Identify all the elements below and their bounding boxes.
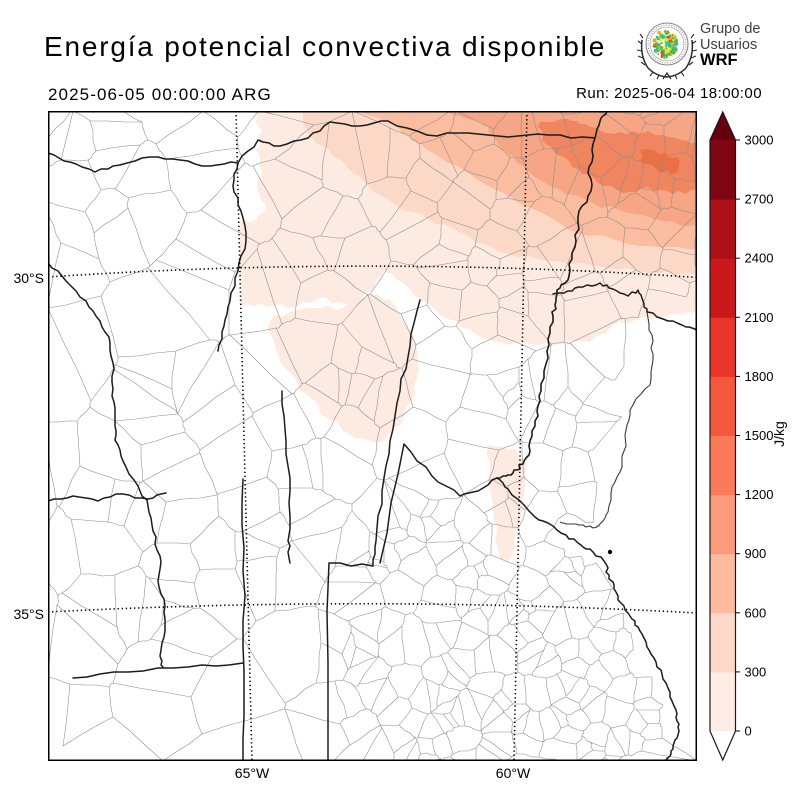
svg-text:Grupo de: Grupo de — [700, 21, 760, 37]
svg-text:3000: 3000 — [745, 133, 774, 148]
svg-text:600: 600 — [745, 605, 767, 620]
svg-text:J/kg: J/kg — [771, 421, 787, 447]
svg-text:2100: 2100 — [745, 310, 774, 325]
svg-text:Usuarios: Usuarios — [700, 37, 757, 53]
svg-text:2700: 2700 — [745, 192, 774, 207]
svg-text:300: 300 — [745, 664, 767, 679]
svg-text:2400: 2400 — [745, 251, 774, 266]
svg-text:900: 900 — [745, 546, 767, 561]
svg-text:0: 0 — [745, 724, 752, 739]
svg-text:1200: 1200 — [745, 487, 774, 502]
svg-text:1800: 1800 — [745, 369, 774, 384]
svg-text:1500: 1500 — [745, 428, 774, 443]
svg-text:WRF: WRF — [700, 51, 738, 69]
